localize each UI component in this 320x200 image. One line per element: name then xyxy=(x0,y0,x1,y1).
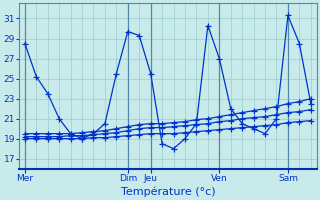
X-axis label: Température (°c): Température (°c) xyxy=(121,186,215,197)
